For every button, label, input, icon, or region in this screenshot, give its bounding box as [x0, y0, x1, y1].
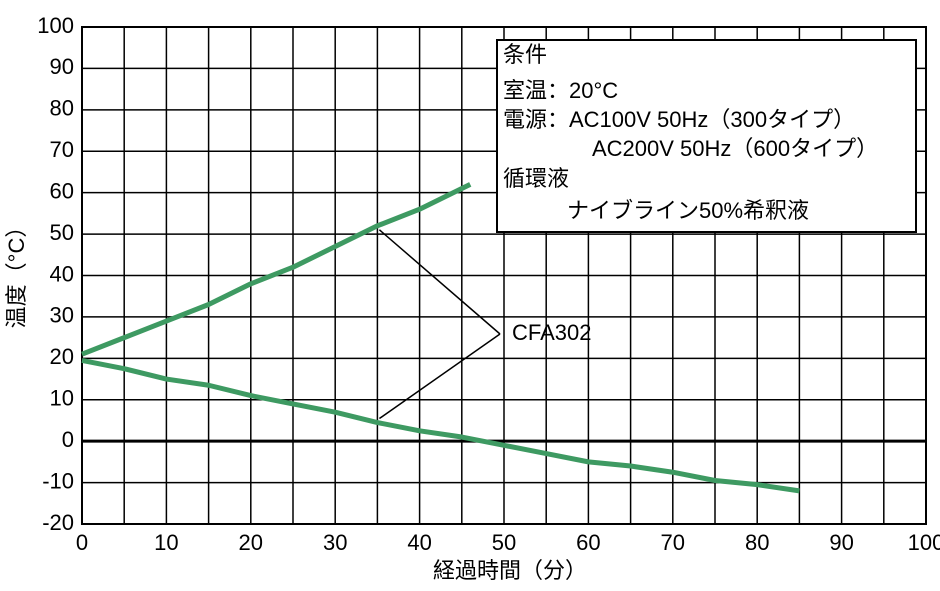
x-tick-label: 80	[745, 530, 769, 555]
y-tick-label: 20	[50, 344, 74, 369]
annotation-pointer	[378, 229, 501, 335]
condition-text: 室温：20°C	[503, 78, 618, 103]
y-tick-label: 80	[50, 96, 74, 121]
condition-text: AC200V 50Hz（600タイプ）	[592, 136, 878, 161]
conditions-box	[496, 39, 917, 233]
x-axis-title: 経過時間（分）	[433, 558, 587, 583]
x-tick-label: 10	[154, 530, 178, 555]
line-series	[81, 182, 472, 357]
x-tick-label: 40	[407, 530, 431, 555]
y-tick-label: -10	[42, 468, 74, 493]
annotation-pointer	[378, 333, 501, 420]
y-tick-label: 10	[50, 386, 74, 411]
y-tick-label: 100	[37, 13, 74, 38]
annotation: CFA302	[512, 320, 592, 345]
y-tick-label: 90	[50, 54, 74, 79]
y-tick-label: 70	[50, 137, 74, 162]
y-tick-label: 60	[50, 178, 74, 203]
x-tick-label: 100	[908, 530, 940, 555]
line-series	[81, 357, 800, 494]
y-tick-label: -20	[42, 510, 74, 535]
y-tick-label: 50	[50, 220, 74, 245]
x-tick-label: 60	[576, 530, 600, 555]
x-tick-label: 70	[661, 530, 685, 555]
y-tick-label: 0	[62, 427, 74, 452]
x-tick-label: 50	[492, 530, 516, 555]
y-axis-title: 温度（°C）	[4, 216, 29, 329]
x-tick-label: 20	[239, 530, 263, 555]
x-tick-label: 30	[323, 530, 347, 555]
y-tick-label: 30	[50, 303, 74, 328]
condition-text: 電源：AC100V 50Hz（300タイプ）	[503, 107, 855, 132]
condition-text: 循環液	[503, 166, 569, 191]
condition-text: 条件	[503, 42, 547, 67]
x-tick-label: 0	[76, 530, 88, 555]
x-tick-label: 90	[829, 530, 853, 555]
y-tick-label: 40	[50, 261, 74, 286]
condition-text: ナイブライン50%希釈液	[567, 198, 809, 223]
